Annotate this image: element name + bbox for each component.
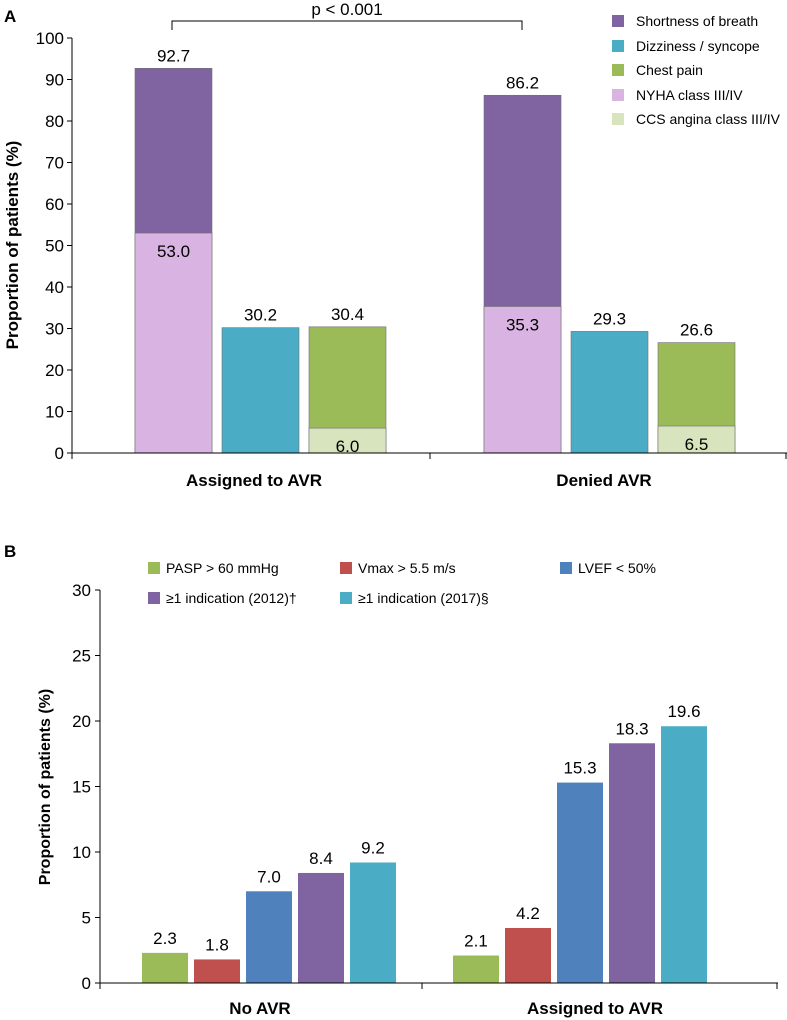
panel-a-legend-swatch <box>612 64 624 76</box>
panel-a-category-label: Denied AVR <box>556 471 651 490</box>
panel-b-y-tick-label: 0 <box>82 974 91 993</box>
panel-label-a: A <box>4 7 16 26</box>
panel-b-bar-label: 18.3 <box>615 719 648 738</box>
panel-b-y-tick-label: 5 <box>82 909 91 928</box>
significance-bracket <box>171 20 523 30</box>
panel-b-bar <box>246 891 292 983</box>
panel-a-bar-segment <box>483 306 562 454</box>
panel-b-bar-label: 1.8 <box>205 935 229 954</box>
panel-b-bar <box>194 959 240 983</box>
panel-b-bar <box>142 952 188 983</box>
panel-a-y-tick-label: 30 <box>45 320 64 339</box>
panel-a-segment-label: 6.5 <box>685 435 709 454</box>
panel-a-legend-swatch <box>612 40 624 52</box>
panel-a-bar <box>570 331 649 454</box>
panel-a-y-tick-label: 10 <box>45 403 64 422</box>
panel-b-bar-label: 2.3 <box>153 929 177 948</box>
panel-a-y-tick-label: 90 <box>45 71 64 90</box>
panel-a-y-axis-title: Proportion of patients (%) <box>3 141 22 350</box>
panel-a-bar-label: 26.6 <box>680 321 713 340</box>
panel-b-y-tick-label: 20 <box>72 712 91 731</box>
panel-b-legend-swatch <box>340 562 352 574</box>
panel-a-y-tick-label: 60 <box>45 195 64 214</box>
panel-a-y-tick-label: 20 <box>45 361 64 380</box>
panel-b-legend-label: LVEF < 50% <box>578 560 656 576</box>
panel-a-y-tick-label: 100 <box>36 29 64 48</box>
panel-b-legend-swatch <box>560 562 572 574</box>
significance-label: p < 0.001 <box>311 0 382 19</box>
panel-b-bar-label: 19.6 <box>667 702 700 721</box>
panel-a-bar-label: 92.7 <box>157 46 190 65</box>
panel-a-legend-label: Dizziness / syncope <box>636 38 760 54</box>
panel-b-bar <box>453 955 499 983</box>
panel-a-y-tick-label: 0 <box>55 444 64 463</box>
panel-b-y-tick-label: 15 <box>72 778 91 797</box>
panel-label-b: B <box>4 542 16 561</box>
panel-b-y-axis-title: Proportion of patients (%) <box>37 689 54 885</box>
panel-b-bar <box>661 726 707 983</box>
panel-a-segment-label: 53.0 <box>157 242 190 261</box>
panel-a-category-label: Assigned to AVR <box>186 471 322 490</box>
panel-a-bar-segment <box>657 425 736 454</box>
panel-a-bar-label: 29.3 <box>593 309 626 328</box>
panel-b-legend-label: ≥1 indication (2017)§ <box>358 590 489 606</box>
panel-a-y-tick-label: 70 <box>45 154 64 173</box>
panel-b-category-label: Assigned to AVR <box>527 999 663 1018</box>
panel-b-y-tick-label: 25 <box>72 647 91 666</box>
panel-b-bar <box>609 743 655 983</box>
panel-b-legend-label: PASP > 60 mmHg <box>166 560 279 576</box>
panel-b-bar <box>557 782 603 983</box>
panel-b-legend-label: ≥1 indication (2012)† <box>166 590 297 606</box>
panel-b-bar-label: 7.0 <box>257 867 281 886</box>
panel-a-legend-label: Chest pain <box>636 62 703 78</box>
panel-b-bar-label: 15.3 <box>563 759 596 778</box>
panel-b-legend-swatch <box>340 592 352 604</box>
panel-b-legend-swatch <box>148 562 160 574</box>
panel-a-y-tick-label: 80 <box>45 112 64 131</box>
panel-a-segment-label: 6.0 <box>336 437 360 456</box>
panel-b-bar-label: 9.2 <box>361 838 385 857</box>
panel-a-legend-swatch <box>612 89 624 101</box>
panel-a-y-tick-label: 50 <box>45 237 64 256</box>
panel-b-bar <box>350 862 396 983</box>
panel-b-bar <box>505 927 551 983</box>
panel-a-bar-label: 30.4 <box>331 305 364 324</box>
panel-b-y-tick-label: 10 <box>72 843 91 862</box>
panel-b-y-tick-label: 30 <box>72 581 91 600</box>
panel-a-legend-swatch <box>612 113 624 125</box>
panel-a-bar-segment <box>308 427 387 454</box>
panel-a-bar <box>221 327 300 454</box>
panel-a-legend-label: NYHA class III/IV <box>636 87 743 103</box>
panel-b-bar-label: 2.1 <box>464 931 488 950</box>
panel-a-bar-label: 86.2 <box>506 73 539 92</box>
panel-b-bar-label: 4.2 <box>516 904 540 923</box>
panel-b-bar <box>298 872 344 983</box>
panel-a-legend-label: Shortness of breath <box>636 13 758 29</box>
panel-a-legend-label: CCS angina class III/IV <box>636 111 781 127</box>
panel-a-bar-segment <box>134 232 213 454</box>
panel-a-bar-label: 30.2 <box>244 306 277 325</box>
panel-b-category-label: No AVR <box>229 999 290 1018</box>
panel-a-legend-swatch <box>612 15 624 27</box>
panel-a-segment-label: 35.3 <box>506 316 539 335</box>
panel-a-y-tick-label: 40 <box>45 278 64 297</box>
panel-b-legend-swatch <box>148 592 160 604</box>
panel-b-legend-label: Vmax > 5.5 m/s <box>358 560 456 576</box>
panel-b-bar-label: 8.4 <box>309 849 333 868</box>
